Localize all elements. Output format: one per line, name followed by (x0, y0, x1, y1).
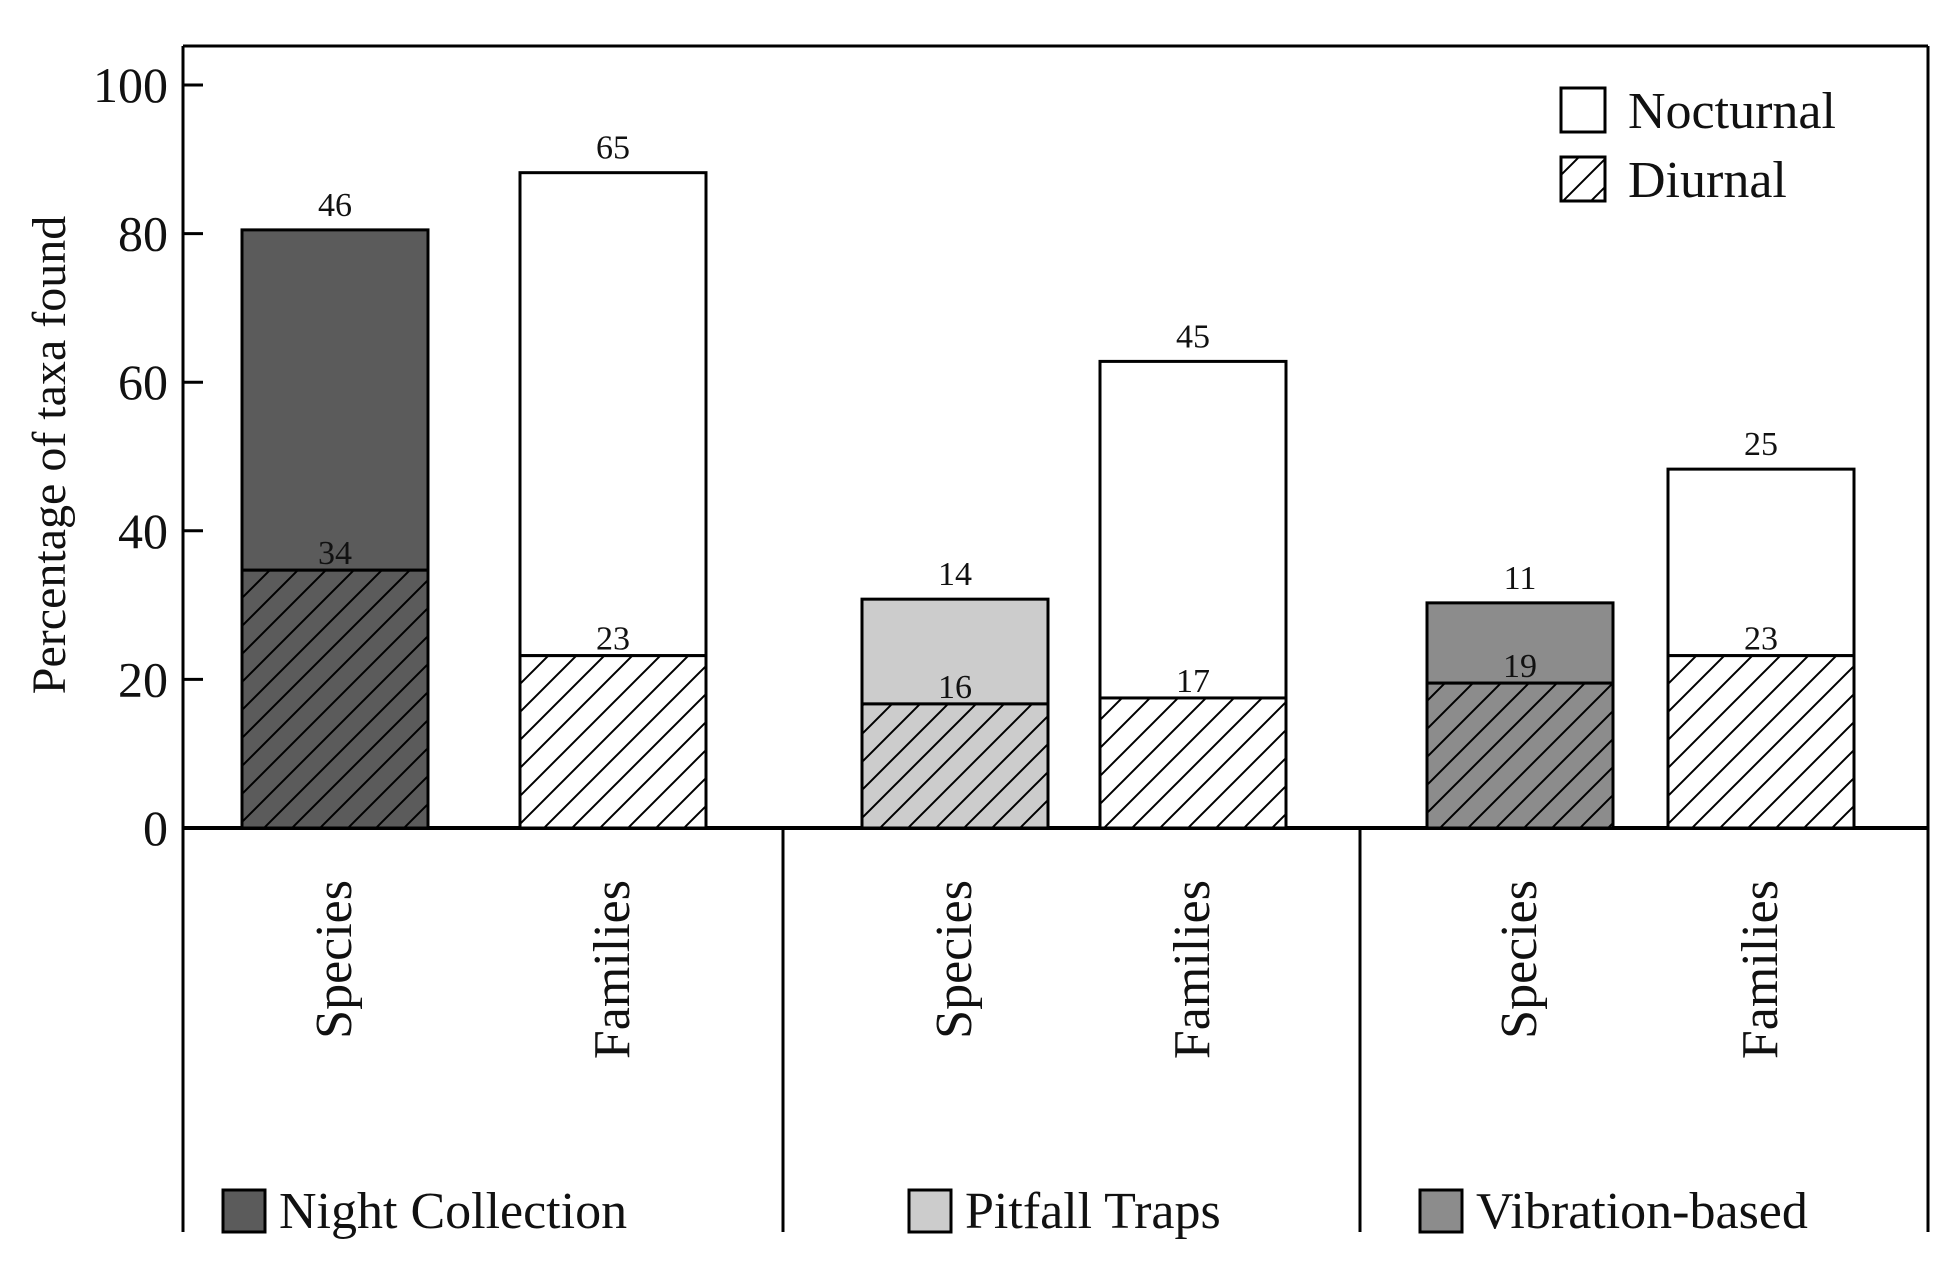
x-category-label: Species (926, 880, 983, 1039)
group-legend-swatch (1418, 1188, 1464, 1234)
group-legend-swatch (907, 1188, 953, 1234)
data-label-nocturnal: 65 (596, 130, 630, 167)
data-label-diurnal: 34 (318, 535, 352, 572)
bar-diurnal-hatch (240, 568, 430, 830)
bar-diurnal-hatch (518, 654, 708, 830)
group-legend-label: Pitfall Traps (965, 1183, 1221, 1240)
x-category-label: Families (584, 880, 641, 1059)
data-label-nocturnal: 46 (318, 187, 352, 224)
legend-label-diurnal: Diurnal (1628, 152, 1787, 209)
bar-nocturnal-segment (518, 171, 708, 658)
bar-nocturnal-segment (1425, 601, 1615, 685)
x-category-label: Species (1491, 880, 1548, 1039)
y-tick-label: 20 (118, 651, 168, 707)
group-legend-label: Night Collection (279, 1183, 627, 1240)
data-label-nocturnal: 25 (1744, 426, 1778, 463)
data-label-nocturnal: 11 (1504, 560, 1537, 597)
data-label-nocturnal: 14 (938, 556, 972, 593)
y-axis-label: Percentage of taxa found (23, 216, 76, 694)
data-label-diurnal: 17 (1176, 663, 1210, 700)
legend: Nocturnal Diurnal (1559, 83, 1836, 209)
bar-diurnal-hatch (860, 702, 1050, 830)
bar-nocturnal-segment (1666, 467, 1856, 658)
data-label-diurnal: 19 (1503, 648, 1537, 685)
y-tick-label: 40 (118, 503, 168, 559)
bar-nocturnal-segment (860, 597, 1050, 706)
y-tick-label: 0 (143, 800, 168, 856)
group-legend-swatch (221, 1188, 267, 1234)
data-label-diurnal: 23 (596, 621, 630, 658)
data-label-diurnal: 23 (1744, 621, 1778, 658)
y-tick-label: 60 (118, 354, 168, 410)
bar-nocturnal-segment (240, 228, 430, 572)
data-label-diurnal: 16 (938, 669, 972, 706)
x-category-label: Families (1164, 880, 1221, 1059)
y-tick-label: 80 (118, 206, 168, 262)
x-category-label: Species (306, 880, 363, 1039)
legend-label-nocturnal: Nocturnal (1628, 83, 1836, 140)
bar-diurnal-hatch (1425, 681, 1615, 830)
legend-swatch-nocturnal (1559, 86, 1607, 134)
group-legend-label: Vibration-based (1476, 1183, 1808, 1240)
bar-diurnal-hatch (1098, 696, 1288, 830)
data-label-nocturnal: 45 (1176, 318, 1210, 355)
bar-nocturnal-segment (1098, 359, 1288, 700)
legend-swatch-diurnal (1559, 155, 1607, 203)
y-tick-label: 100 (93, 57, 168, 113)
bar-diurnal-hatch (1666, 654, 1856, 830)
x-category-label: Families (1732, 880, 1789, 1059)
